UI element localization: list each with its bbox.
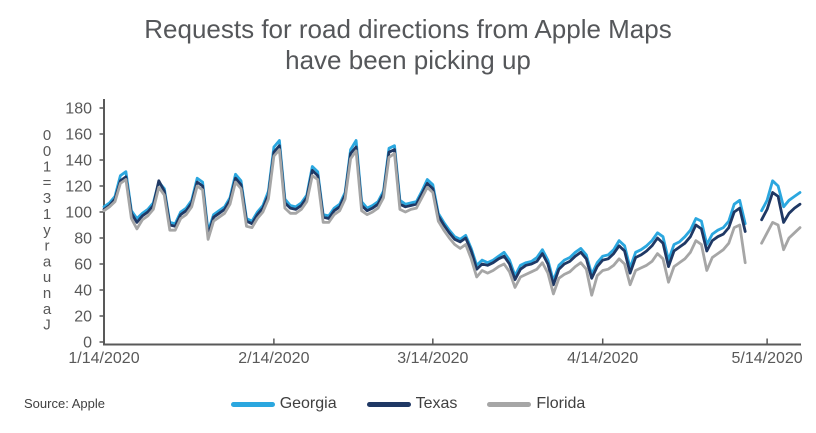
y-axis-title-char: 0 xyxy=(43,143,51,160)
y-axis-title-char: r xyxy=(45,238,50,255)
series-line-texas xyxy=(102,144,802,287)
chart-title-line2: have been picking up xyxy=(285,45,531,75)
y-tick-label: 0 xyxy=(83,335,92,352)
x-tick-label: 5/14/2020 xyxy=(732,350,803,367)
series-line-florida xyxy=(102,148,802,297)
y-tick-label: 100 xyxy=(65,205,92,222)
legend: Georgia Texas Florida xyxy=(0,395,816,413)
legend-label-georgia: Georgia xyxy=(279,395,337,412)
x-tick-label: 2/14/2020 xyxy=(238,350,309,367)
y-tick-label: 120 xyxy=(65,179,92,196)
y-axis-title-char: 3 xyxy=(43,190,51,207)
y-axis-title-char: 0 xyxy=(43,127,51,144)
chart-title-line1: Requests for road directions from Apple … xyxy=(144,14,672,44)
legend-label-texas: Texas xyxy=(415,395,458,412)
source-note: Source: Apple xyxy=(24,396,105,411)
legend-label-florida: Florida xyxy=(536,395,586,412)
legend-item-georgia: Georgia xyxy=(230,395,337,413)
series-line-georgia xyxy=(102,139,802,283)
chart-title: Requests for road directions from Apple … xyxy=(0,14,816,76)
x-tick-label: 1/14/2020 xyxy=(68,350,139,367)
legend-swatch-florida xyxy=(487,401,532,407)
y-tick-label: 160 xyxy=(65,127,92,144)
y-axis-title-char: a xyxy=(43,253,52,270)
y-axis-title-char: = xyxy=(43,174,52,191)
y-axis-title-char: a xyxy=(43,301,52,318)
legend-item-texas: Texas xyxy=(366,395,458,413)
x-tick-label: 4/14/2020 xyxy=(567,350,638,367)
y-tick-label: 80 xyxy=(74,231,92,248)
x-tick-label: 3/14/2020 xyxy=(397,350,468,367)
legend-swatch-georgia xyxy=(230,401,275,407)
legend-swatch-texas xyxy=(366,401,411,407)
y-axis-title-char: 1 xyxy=(43,206,51,223)
y-axis-title-char: u xyxy=(43,269,51,286)
legend-item-florida: Florida xyxy=(487,395,585,413)
y-axis-title-char: y xyxy=(43,222,51,239)
y-axis-title-char: 1 xyxy=(43,159,51,176)
y-tick-label: 40 xyxy=(74,283,92,300)
y-tick-label: 140 xyxy=(65,153,92,170)
y-axis-title-char: J xyxy=(43,317,51,334)
y-tick-label: 180 xyxy=(65,101,92,118)
y-tick-label: 60 xyxy=(74,257,92,274)
y-tick-label: 20 xyxy=(74,309,92,326)
y-axis-title-char: n xyxy=(43,285,51,302)
